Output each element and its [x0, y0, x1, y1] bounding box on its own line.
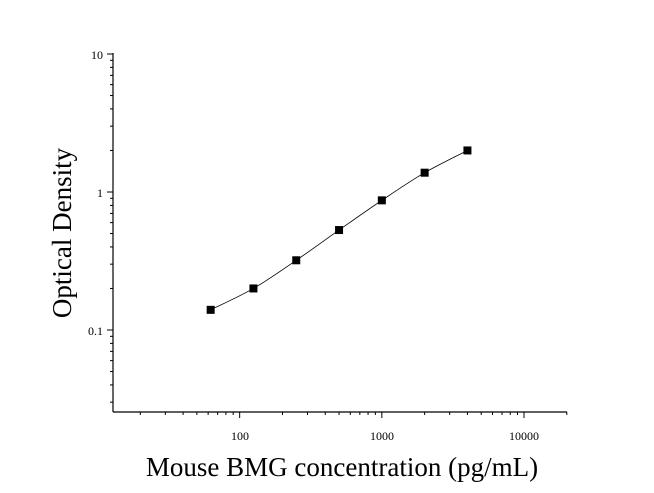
data-points	[206, 146, 472, 314]
y-axis-title: Optical Density	[47, 147, 77, 318]
x-tick-label-100: 100	[231, 429, 249, 443]
y-tick-label-1: 1	[97, 186, 103, 200]
data-point-2000	[420, 168, 429, 177]
x-tick-label-10000: 10000	[509, 429, 539, 443]
x-axis-title: Mouse BMG concentration (pg/mL)	[146, 452, 538, 482]
data-point-125	[249, 284, 258, 293]
data-point-250	[292, 256, 301, 265]
data-point-4000	[463, 146, 472, 155]
y-tick-label-10: 10	[91, 48, 103, 62]
data-point-500	[335, 226, 344, 235]
plot-axes	[112, 53, 567, 413]
data-point-1000	[377, 196, 386, 205]
y-tick-label-0.1: 0.1	[88, 324, 103, 338]
data-point-62.5	[206, 305, 215, 314]
x-tick-label-1000: 1000	[370, 429, 394, 443]
axis-ticks	[107, 53, 568, 418]
axis-tick-labels: 100 1000 10000 0.1 1 10	[88, 48, 539, 443]
